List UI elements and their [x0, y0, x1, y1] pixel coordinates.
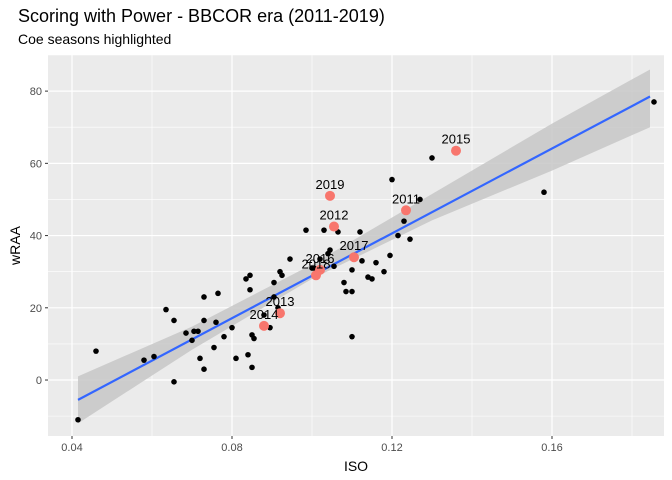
- data-point: [287, 256, 293, 262]
- data-point: [171, 317, 177, 324]
- data-point: [343, 288, 349, 295]
- data-point: [243, 276, 249, 282]
- highlight-point: [451, 145, 461, 156]
- data-point: [251, 335, 257, 342]
- data-point: [429, 155, 435, 161]
- y-axis-title: wRAA: [7, 225, 23, 266]
- x-axis-ticks: 0.04 0.08 0.12 0.16: [61, 436, 563, 454]
- data-point: [183, 330, 189, 336]
- highlight-label: 2015: [442, 132, 471, 147]
- data-point: [373, 259, 379, 266]
- data-point: [359, 258, 365, 264]
- data-point: [213, 319, 219, 326]
- data-point: [93, 348, 99, 354]
- data-point: [407, 236, 413, 242]
- grid-minor: [48, 54, 664, 436]
- data-point: [395, 232, 401, 239]
- highlight-point: [311, 270, 321, 281]
- highlight-point: [259, 320, 269, 331]
- x-tick-label: 0.12: [381, 442, 402, 454]
- y-tick-label: 60: [30, 158, 42, 170]
- highlight-label: 2016: [306, 251, 335, 266]
- highlighted-points: [259, 145, 461, 331]
- data-point: [247, 286, 253, 293]
- data-point: [303, 227, 309, 233]
- data-point: [211, 344, 217, 351]
- data-point: [541, 189, 547, 196]
- data-point: [151, 353, 157, 360]
- data-point: [341, 279, 347, 286]
- data-point: [369, 276, 375, 282]
- data-point: [389, 176, 395, 183]
- confidence-band: [78, 69, 650, 424]
- data-point: [247, 272, 253, 279]
- chart-subtitle: Coe seasons highlighted: [18, 31, 172, 47]
- highlight-label: 2013: [266, 294, 295, 309]
- data-point: [197, 355, 203, 362]
- highlight-point: [349, 252, 359, 263]
- highlight-point: [275, 308, 285, 319]
- data-point: [387, 252, 393, 259]
- trend-line: [77, 95, 651, 401]
- y-tick-label: 20: [30, 303, 42, 315]
- data-point: [171, 379, 177, 385]
- data-point: [191, 328, 197, 335]
- data-point: [221, 333, 227, 340]
- data-point: [215, 290, 221, 297]
- data-point: [651, 99, 657, 105]
- data-point: [249, 364, 255, 371]
- data-point: [381, 268, 387, 275]
- data-point: [279, 272, 285, 279]
- highlight-label: 2012: [320, 208, 349, 223]
- data-point: [327, 247, 333, 253]
- highlight-point: [325, 190, 335, 201]
- data-point: [75, 416, 81, 423]
- data-point: [317, 256, 323, 262]
- data-point: [357, 229, 363, 235]
- x-tick-label: 0.16: [541, 442, 562, 454]
- data-point: [201, 317, 207, 324]
- highlight-point: [329, 221, 339, 232]
- data-point: [163, 306, 169, 313]
- data-point: [233, 355, 239, 362]
- x-axis-title: ISO: [344, 458, 368, 474]
- data-point: [189, 337, 195, 344]
- data-point: [261, 312, 267, 318]
- grid-major: [48, 55, 664, 436]
- y-tick-label: 80: [30, 86, 42, 98]
- y-tick-label: 40: [30, 231, 42, 243]
- highlight-label: 2019: [316, 177, 345, 192]
- highlight-label: 2011: [392, 191, 420, 206]
- highlight-label: 2018: [302, 256, 331, 271]
- data-point: [141, 357, 147, 363]
- data-point: [245, 351, 251, 358]
- data-points: [75, 99, 657, 423]
- data-point: [271, 294, 277, 300]
- data-point: [417, 196, 423, 203]
- data-point: [201, 294, 207, 300]
- data-point: [321, 227, 327, 233]
- data-point: [195, 328, 201, 335]
- highlight-point: [401, 205, 411, 216]
- y-axis-ticks: 0 20 40 60 80: [30, 86, 48, 387]
- data-point: [401, 218, 407, 224]
- data-point: [349, 333, 355, 340]
- data-point: [271, 279, 277, 286]
- data-point: [331, 263, 337, 270]
- data-point: [349, 267, 355, 273]
- x-tick-label: 0.08: [221, 442, 242, 454]
- highlight-label: 2017: [340, 238, 369, 253]
- highlight-label: 2014: [250, 307, 279, 322]
- data-point: [349, 288, 355, 295]
- x-tick-label: 0.04: [61, 442, 82, 454]
- chart-title: Scoring with Power - BBCOR era (2011-201…: [18, 6, 385, 26]
- y-tick-label: 0: [36, 375, 42, 387]
- data-point: [229, 324, 235, 331]
- data-point: [201, 366, 207, 372]
